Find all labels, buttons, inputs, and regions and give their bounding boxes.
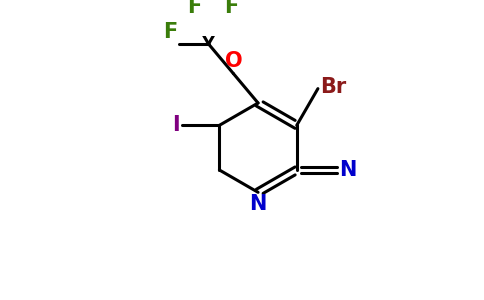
Text: O: O [225,51,242,71]
Text: F: F [224,0,238,17]
Text: N: N [339,160,356,180]
Text: F: F [164,22,178,43]
Text: I: I [172,115,180,135]
Text: N: N [249,194,267,214]
Text: F: F [188,0,202,17]
Text: Br: Br [320,77,347,97]
